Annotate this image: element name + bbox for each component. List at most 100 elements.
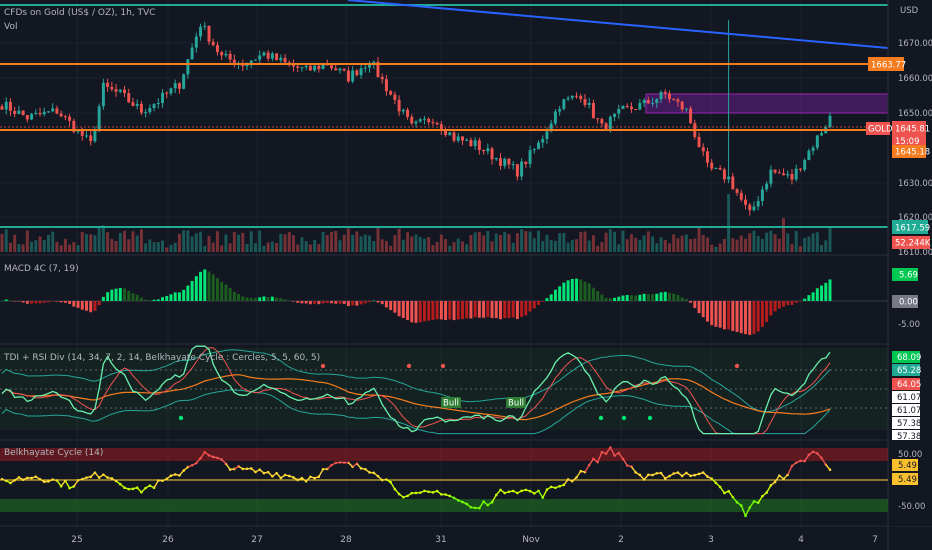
candle-body-157 <box>663 91 667 94</box>
cycle-axis[interactable]: 50.00 5.49 5.49 -50.00 <box>892 450 925 512</box>
volume-bar-66 <box>279 233 283 252</box>
candle-body-20 <box>85 135 88 137</box>
candle-body-62 <box>262 52 266 56</box>
candle-body-64 <box>270 53 274 59</box>
date-label-26: 26 <box>162 535 174 545</box>
candle-body-141 <box>596 118 600 120</box>
divergence-dot-2 <box>440 363 446 369</box>
volume-bar-64 <box>270 241 274 252</box>
candle-body-142 <box>600 118 604 124</box>
candle-body-123 <box>520 161 524 177</box>
volume-bar-52 <box>220 245 224 252</box>
volume-bar-69 <box>292 235 295 252</box>
candle-body-46 <box>194 36 198 48</box>
volume-bar-167 <box>706 237 709 252</box>
volume-bar-171 <box>722 238 726 252</box>
candle-body-5 <box>21 110 25 116</box>
date-label-3: 3 <box>708 535 714 545</box>
candle-body-131 <box>553 111 557 124</box>
volume-bar-65 <box>275 242 279 252</box>
tdi-upper-band <box>1 349 831 413</box>
macd-bar-153 <box>646 293 650 301</box>
candle-body-176 <box>744 199 747 205</box>
time-axis[interactable]: 25 26 27 28 31 Nov 2 3 4 7 <box>71 535 878 545</box>
divergence-dot-4 <box>178 415 184 421</box>
candle-body-118 <box>499 158 502 166</box>
candle-body-42 <box>177 83 181 89</box>
volume-tag-text: 52.244K <box>895 239 931 249</box>
macd-bar-194 <box>820 285 824 301</box>
candle-body-186 <box>786 173 790 176</box>
blue-trend-line[interactable] <box>347 0 889 49</box>
tdi-divergence-dots <box>178 363 740 421</box>
volume-bar-155 <box>655 243 659 252</box>
volume-bar-100 <box>422 238 426 252</box>
candle-body-133 <box>562 99 566 109</box>
candle-body-165 <box>697 136 701 148</box>
macd-bar-40 <box>169 294 173 301</box>
macd-bar-105 <box>444 301 448 320</box>
volume-bar-6 <box>25 230 29 252</box>
cycle-segment-145 <box>609 447 616 456</box>
candle-body-67 <box>283 57 287 63</box>
volume-bar-68 <box>287 231 291 252</box>
macd-bar-166 <box>701 301 705 318</box>
volume-bar-85 <box>359 236 363 252</box>
grid-lines <box>0 0 888 526</box>
volume-bar-56 <box>237 234 241 252</box>
macd-bar-92 <box>389 301 393 311</box>
macd-bar-22 <box>93 301 97 311</box>
macd-bar-61 <box>258 297 262 301</box>
volume-bar-25 <box>106 232 110 252</box>
macd-bar-20 <box>85 301 88 311</box>
volume-bar-29 <box>123 230 126 252</box>
candle-body-71 <box>300 67 304 69</box>
volume-bar-114 <box>482 235 486 252</box>
macd-bar-55 <box>232 291 236 301</box>
candle-body-187 <box>790 173 794 180</box>
cycle-title: Belkhayate Cycle (14) <box>4 448 103 458</box>
candle-body-189 <box>798 168 802 170</box>
candle-body-43 <box>182 74 186 89</box>
cycle-tag-2 <box>892 473 918 485</box>
macd-bar-82 <box>346 301 350 307</box>
macd-bar-76 <box>321 301 325 304</box>
macd-axis[interactable]: 5.69 0.00 -5.00 <box>892 268 920 330</box>
macd-bar-126 <box>532 301 536 309</box>
volume-bar-139 <box>587 240 591 252</box>
macd-bar-175 <box>739 301 743 334</box>
macd-bar-152 <box>642 293 646 301</box>
price-axis[interactable]: USD 1670.00 1660.00 1650.00 1630.00 1620… <box>866 0 932 526</box>
candle-body-135 <box>570 95 574 98</box>
macd-bar-168 <box>710 301 714 326</box>
candle-body-129 <box>545 131 549 139</box>
candle-body-23 <box>97 106 101 130</box>
volume-bar-51 <box>215 231 219 252</box>
level-price-text: 1645.18 <box>895 148 930 158</box>
volume-bar-191 <box>807 236 811 252</box>
macd-bar-37 <box>156 299 160 301</box>
macd-bar-163 <box>689 301 693 303</box>
volume-bar-196 <box>828 226 832 252</box>
macd-bar-98 <box>414 301 418 323</box>
volume-bar-88 <box>372 241 376 252</box>
macd-bar-5 <box>21 301 25 303</box>
divergence-dot-6 <box>621 415 627 421</box>
volume-bar-111 <box>469 234 473 252</box>
volume-bar-179 <box>756 235 760 252</box>
volume-bar-72 <box>304 241 308 252</box>
belkhayate-cycle-line <box>0 446 832 518</box>
macd-bar-31 <box>131 293 135 301</box>
candle-body-114 <box>482 150 486 152</box>
candle-body-149 <box>629 106 633 110</box>
macd-bar-171 <box>722 301 726 330</box>
candle-body-116 <box>490 148 494 160</box>
volume-bar-104 <box>439 234 443 252</box>
tdi-axis[interactable]: 68.09 65.28 64.05 61.07 61.07 57.38 57.3… <box>892 351 921 442</box>
tdi-tag-3 <box>892 378 920 390</box>
candle-body-86 <box>363 67 367 69</box>
macd-bar-23 <box>97 301 101 306</box>
volume-bar-8 <box>34 240 38 252</box>
